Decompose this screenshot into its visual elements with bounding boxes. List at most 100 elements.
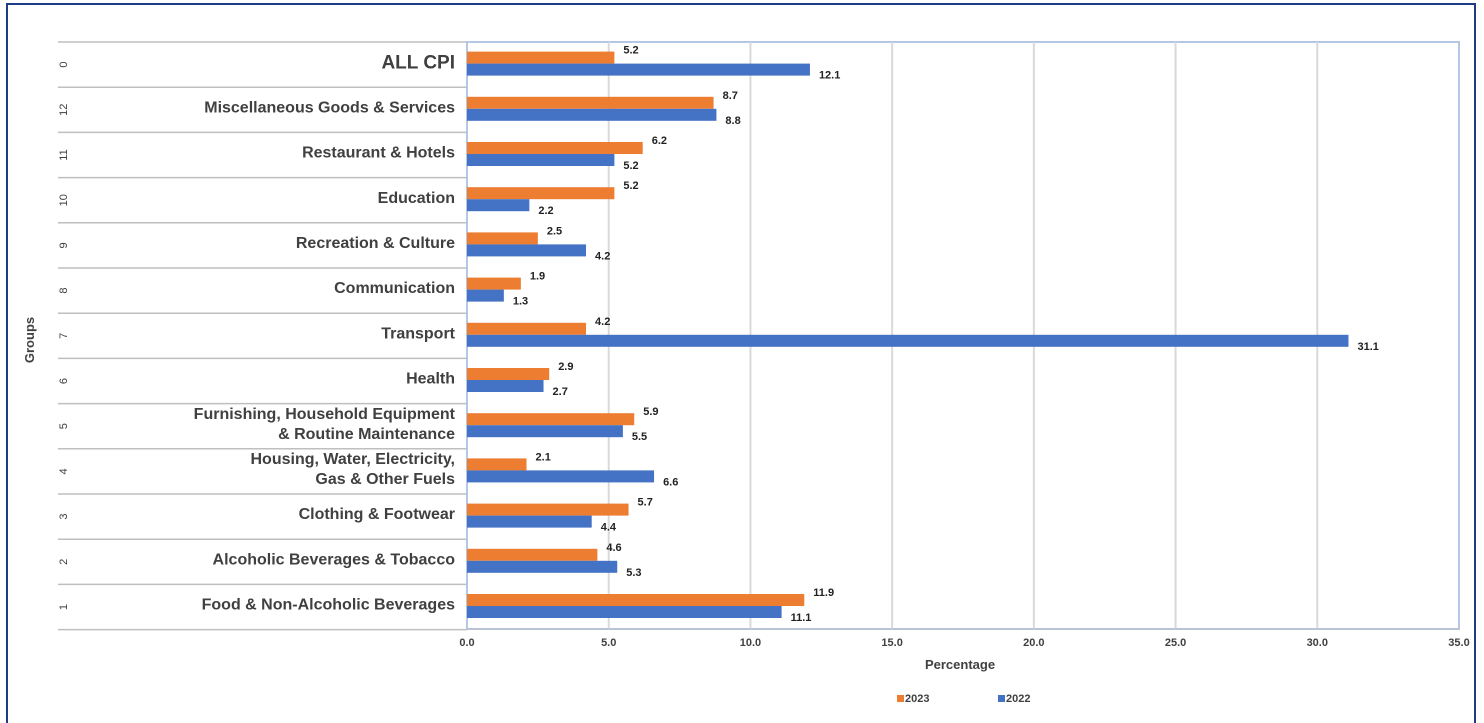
- category-code: 7: [58, 333, 70, 339]
- category-code: 9: [58, 242, 70, 248]
- bar-2022: [467, 334, 1349, 347]
- data-label-2023: 5.9: [643, 406, 658, 418]
- bar-2022: [467, 199, 530, 212]
- data-label-2022: 12.1: [819, 70, 840, 82]
- x-tick-label: 25.0: [1165, 637, 1186, 649]
- category-code: 8: [58, 288, 70, 294]
- data-label-2023: 8.7: [723, 90, 738, 102]
- bar-2023: [467, 187, 615, 200]
- data-label-2023: 2.1: [536, 451, 551, 463]
- data-label-2022: 11.1: [791, 612, 812, 624]
- bar-2022: [467, 380, 544, 392]
- bar-2022: [467, 425, 623, 438]
- data-label-2023: 5.7: [638, 497, 653, 509]
- data-label-2023: 4.6: [606, 542, 621, 554]
- bar-2023: [467, 594, 805, 606]
- bar-2023: [467, 548, 598, 561]
- legend-swatch-2023: [897, 695, 904, 702]
- legend-swatch-2022: [998, 695, 1005, 702]
- bar-2022: [467, 560, 618, 573]
- category-code: 3: [58, 514, 70, 520]
- bar-2022: [467, 108, 717, 121]
- x-tick-label: 5.0: [601, 637, 616, 649]
- category-label: Transport: [381, 325, 455, 342]
- category-code: 5: [58, 423, 70, 429]
- x-tick-label: 10.0: [740, 637, 761, 649]
- x-tick-label: 0.0: [459, 637, 474, 649]
- category-label: Miscellaneous Goods & Services: [204, 99, 455, 116]
- data-label-2023: 2.9: [558, 361, 573, 373]
- legend-label-2022: 2022: [1006, 693, 1030, 705]
- y-axis-title: Groups: [22, 317, 37, 363]
- chart-frame: [6, 3, 1476, 723]
- category-label: Health: [406, 371, 455, 388]
- bar-2022: [467, 244, 587, 257]
- category-label: Clothing & Footwear: [299, 506, 455, 523]
- x-tick-label: 35.0: [1448, 637, 1469, 649]
- category-code: 11: [58, 149, 70, 160]
- bar-2022: [467, 606, 782, 618]
- data-label-2023: 4.2: [595, 316, 610, 328]
- x-axis-title: Percentage: [925, 657, 995, 672]
- data-label-2022: 4.4: [601, 522, 617, 534]
- category-label: Education: [378, 190, 455, 207]
- bar-2022: [467, 154, 615, 166]
- data-label-2022: 5.2: [623, 160, 638, 172]
- bar-2022: [467, 289, 504, 302]
- category-code: 12: [58, 104, 70, 116]
- bars: 5.2 12.1 8.7 8.8 6.2 5.2 5.2 2.2 2.5 4.2 1.9 1.3 4.2…: [467, 45, 1379, 624]
- bar-2022: [467, 515, 592, 528]
- category-label: Gas & Other Fuels: [315, 471, 455, 488]
- bar-2023: [467, 96, 714, 109]
- data-label-2022: 6.6: [663, 476, 678, 488]
- bar-2023: [467, 51, 615, 64]
- bar-2023: [467, 142, 643, 154]
- category-label: Alcoholic Beverages & Tobacco: [213, 551, 456, 568]
- category-label: & Routine Maintenance: [278, 426, 455, 443]
- data-label-2022: 4.2: [595, 250, 610, 262]
- data-label-2023: 2.5: [547, 225, 562, 237]
- data-label-2023: 5.2: [623, 45, 638, 57]
- category-label: Communication: [334, 280, 455, 297]
- bar-2022: [467, 470, 655, 483]
- bar-2022: [467, 63, 810, 76]
- data-label-2022: 5.5: [632, 431, 647, 443]
- category-code: 10: [58, 194, 70, 206]
- data-label-2023: 11.9: [813, 587, 834, 599]
- data-label-2022: 2.7: [553, 386, 568, 398]
- x-tick-labels: 0.0 5.0 10.0 15.0 20.0 25.0 30.0 35.0: [459, 637, 1469, 649]
- category-label: Furnishing, Household Equipment: [194, 406, 456, 423]
- legend: 2023 2022: [897, 693, 1030, 705]
- data-label-2023: 6.2: [652, 135, 667, 147]
- data-label-2022: 8.8: [725, 115, 740, 127]
- bar-2023: [467, 368, 550, 380]
- data-label-2022: 31.1: [1357, 341, 1378, 353]
- row-separators: [58, 41, 1459, 631]
- data-label-2022: 2.2: [538, 205, 553, 217]
- category-code: 1: [58, 604, 70, 610]
- data-label-2022: 1.3: [513, 296, 528, 308]
- category-label: Housing, Water, Electricity,: [251, 451, 456, 468]
- category-code: 6: [58, 378, 70, 384]
- bar-2023: [467, 503, 629, 516]
- x-tick-label: 20.0: [1023, 637, 1044, 649]
- category-code: 0: [58, 62, 70, 68]
- x-tick-label: 15.0: [881, 637, 902, 649]
- bar-2023: [467, 458, 527, 471]
- data-label-2023: 1.9: [530, 271, 545, 283]
- data-label-2023: 5.2: [623, 180, 638, 192]
- bar-2023: [467, 322, 587, 335]
- bar-2023: [467, 277, 521, 290]
- bar-2023: [467, 232, 538, 245]
- category-label: Food & Non-Alcoholic Beverages: [202, 597, 455, 614]
- x-tick-label: 30.0: [1307, 637, 1328, 649]
- category-label: Restaurant & Hotels: [302, 145, 455, 162]
- category-code: 2: [58, 559, 70, 565]
- category-label: Recreation & Culture: [296, 235, 455, 252]
- legend-label-2023: 2023: [905, 693, 929, 705]
- bar-2023: [467, 413, 635, 426]
- category-label: ALL CPI: [381, 52, 455, 73]
- data-label-2022: 5.3: [626, 567, 641, 579]
